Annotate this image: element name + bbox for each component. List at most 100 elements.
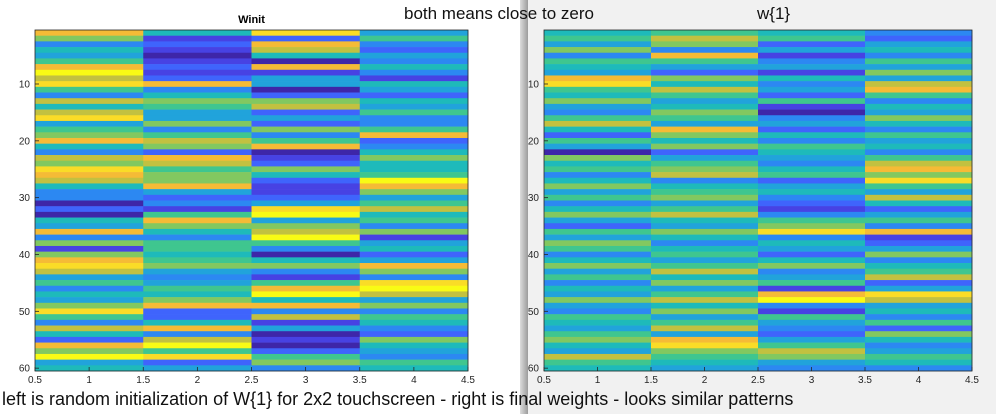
heatmap-cell <box>758 58 866 65</box>
heatmap-cell <box>865 331 973 338</box>
heatmap-cell <box>865 75 973 82</box>
heatmap-cell <box>359 223 469 230</box>
heatmap-cell <box>251 251 361 258</box>
heatmap-cell <box>251 81 361 88</box>
heatmap-cell <box>143 194 252 201</box>
heatmap-cell <box>758 206 866 213</box>
heatmap-cell <box>865 274 973 281</box>
y-tick-label: 60 <box>528 364 539 375</box>
heatmap-cell <box>143 302 252 309</box>
heatmap-cell <box>758 348 866 355</box>
final-weights-heatmap: 0.5 1 1.5 2 2.5 3 3.5 4 4.5 10 20 30 40 50 60 <box>528 29 979 386</box>
heatmap-cell <box>35 92 144 99</box>
heatmap-cell <box>35 52 144 59</box>
heatmap-cell <box>758 64 866 71</box>
heatmap-cell <box>251 132 361 139</box>
heatmap-cell <box>758 263 866 269</box>
heatmap-cell <box>359 30 469 36</box>
heatmap-cell <box>758 228 866 235</box>
heatmap-cell <box>865 325 973 332</box>
heatmap-cell <box>758 86 866 93</box>
heatmap-cell <box>359 245 469 252</box>
heatmap-cell <box>758 52 866 59</box>
heatmap-cell <box>35 285 144 292</box>
heatmap-cell <box>143 348 252 355</box>
heatmap-cell <box>251 177 361 184</box>
heatmap-cell <box>651 64 759 71</box>
heatmap-cell <box>143 291 252 298</box>
heatmap-cell <box>143 314 252 321</box>
heatmap-cell <box>143 86 252 93</box>
heatmap-cell <box>251 263 361 269</box>
heatmap-cell <box>651 331 759 338</box>
x-tick-label: 4.5 <box>965 375 979 386</box>
panel-divider[interactable] <box>520 0 528 414</box>
heatmap-cell <box>865 126 973 133</box>
heatmap-cell <box>359 41 469 48</box>
heatmap-cell <box>251 314 361 321</box>
heatmap-cell <box>251 268 361 275</box>
heatmap-cell <box>651 217 759 224</box>
y-tick-label: 60 <box>19 364 31 375</box>
y-tick-label: 20 <box>528 136 539 147</box>
heatmap-cell <box>143 172 252 179</box>
heatmap-cell <box>35 319 144 326</box>
heatmap-cell <box>651 353 759 360</box>
heatmap-cell <box>651 308 759 315</box>
heatmap-cell <box>865 211 973 218</box>
heatmap-cell <box>359 285 469 292</box>
heatmap-cell <box>544 228 652 235</box>
heatmap-cell <box>143 120 252 127</box>
heatmap-cell <box>359 143 469 150</box>
heatmap-cell <box>758 211 866 218</box>
heatmap-cell <box>544 342 652 349</box>
heatmap-cell <box>359 177 469 184</box>
heatmap-cell <box>651 359 759 366</box>
heatmap-cell <box>544 47 652 54</box>
heatmap-cell <box>359 228 469 235</box>
x-tick-label: 4 <box>411 375 417 386</box>
heatmap-cell <box>251 308 361 315</box>
heatmap-cell <box>143 69 252 76</box>
heatmap-cell <box>35 177 144 184</box>
heatmap-cell <box>359 211 469 218</box>
heatmap-cell <box>651 291 759 298</box>
heatmap-cell <box>758 109 866 116</box>
x-tick-label: 3.5 <box>353 375 367 386</box>
heatmap-cell <box>651 75 759 82</box>
heatmap-cell <box>143 223 252 230</box>
heatmap-cell <box>865 342 973 349</box>
heatmap-cell <box>35 183 144 190</box>
heatmap-cell <box>758 115 866 122</box>
heatmap-cell <box>758 297 866 304</box>
heatmap-cell <box>359 35 469 42</box>
heatmap-cell <box>251 353 361 360</box>
heatmap-cell <box>544 137 652 144</box>
heatmap-cell <box>758 126 866 133</box>
heatmap-cell <box>359 263 469 269</box>
heatmap-cell <box>865 359 973 366</box>
heatmap-cell <box>544 353 652 360</box>
heatmap-cell <box>35 47 144 54</box>
heatmap-cell <box>35 160 144 167</box>
heatmap-cell <box>359 103 469 110</box>
heatmap-cell <box>758 81 866 88</box>
heatmap-cell <box>359 280 469 287</box>
heatmap-cell <box>544 336 652 343</box>
heatmap-cell <box>544 166 652 173</box>
heatmap-cell <box>143 240 252 247</box>
heatmap-cell <box>251 234 361 241</box>
heatmap-cell <box>865 280 973 287</box>
heatmap-cell <box>359 149 469 156</box>
heatmap-cell <box>544 263 652 269</box>
heatmap-cell <box>758 160 866 167</box>
x-tick-label: 0.5 <box>537 375 551 386</box>
heatmap-cell <box>35 64 144 71</box>
heatmap-cell <box>35 336 144 343</box>
heatmap-cell <box>143 52 252 59</box>
heatmap-cell <box>143 30 252 36</box>
heatmap-cell <box>651 189 759 196</box>
heatmap-cell <box>651 132 759 139</box>
heatmap-cell <box>251 75 361 82</box>
heatmap-cell <box>143 297 252 304</box>
